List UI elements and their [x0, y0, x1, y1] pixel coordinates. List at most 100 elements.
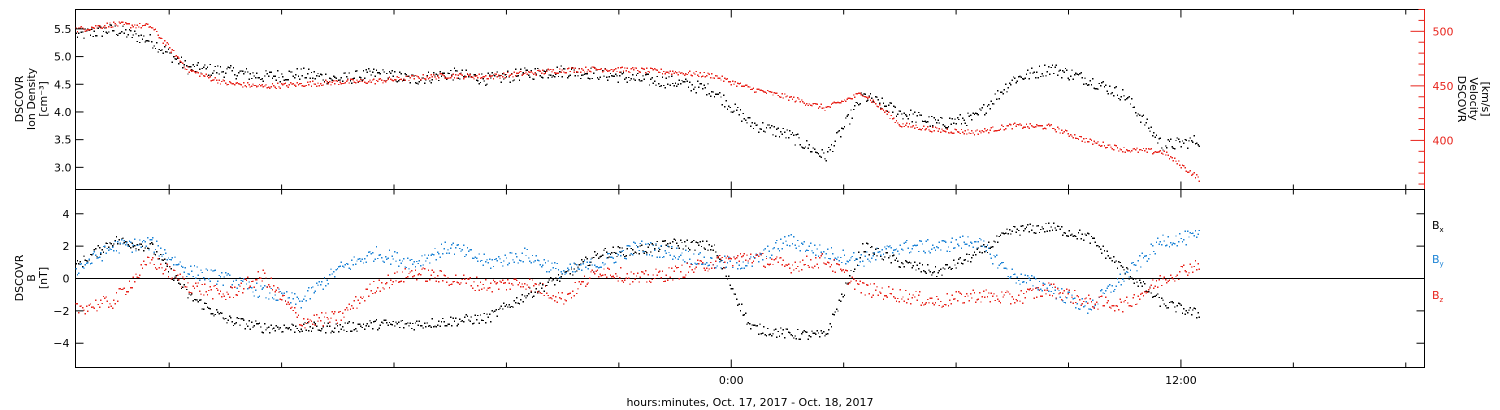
density-point: [427, 71, 430, 73]
density-point: [280, 73, 283, 75]
bx-point: [318, 329, 320, 331]
density-point: [834, 140, 837, 142]
bx-point: [915, 269, 917, 271]
density-point: [369, 70, 371, 72]
velocity-point: [934, 126, 937, 128]
velocity-point: [984, 127, 986, 130]
density-point: [639, 80, 642, 82]
bz-point: [605, 276, 608, 278]
density-point: [767, 124, 769, 126]
bx-point: [152, 243, 154, 245]
velocity-point: [929, 130, 931, 132]
by-point: [449, 247, 452, 249]
density-point: [715, 93, 717, 96]
velocity-point: [967, 129, 969, 131]
bx-point: [223, 318, 226, 320]
bz-point: [590, 271, 592, 273]
density-point: [439, 70, 441, 73]
by-point: [162, 253, 164, 256]
bx-point: [1012, 225, 1015, 228]
bz-point: [713, 267, 716, 269]
bx-point: [508, 304, 510, 306]
by-point: [290, 301, 292, 304]
by-point: [98, 256, 101, 258]
bx-point: [153, 253, 155, 255]
by-point: [1132, 261, 1134, 264]
velocity-point: [975, 130, 977, 132]
bx-point: [270, 324, 272, 327]
bx-point: [694, 249, 696, 252]
by-point: [1060, 288, 1063, 290]
by-point: [1073, 297, 1076, 299]
bz-point: [1071, 296, 1073, 298]
by-point: [1097, 303, 1099, 305]
bx-point: [1054, 227, 1056, 229]
bx-point: [605, 251, 608, 253]
bz-point: [660, 277, 662, 279]
bx-point: [434, 325, 436, 327]
velocity-point: [387, 78, 389, 80]
by-point: [782, 242, 785, 244]
bz-point: [1042, 284, 1045, 286]
bz-point: [990, 292, 993, 294]
by-point: [235, 279, 237, 281]
density-point: [501, 72, 504, 75]
by-point: [481, 259, 483, 262]
bz-point: [566, 293, 569, 295]
bz-point: [228, 296, 231, 298]
velocity-point: [162, 42, 164, 44]
density-point: [722, 94, 725, 97]
bz-point: [293, 307, 296, 309]
density-point: [131, 36, 133, 39]
density-point: [626, 81, 629, 83]
density-point: [352, 77, 354, 80]
velocity-point: [950, 131, 952, 133]
by-point: [945, 241, 947, 244]
density-point: [1080, 71, 1082, 74]
by-point: [392, 258, 395, 260]
legend-bx: Bx: [1432, 219, 1444, 234]
velocity-point: [863, 95, 865, 98]
by-point: [319, 284, 322, 286]
density-tick-label: 5.0: [54, 51, 72, 64]
density-point: [238, 71, 240, 74]
by-point: [535, 255, 538, 257]
density-point: [1174, 147, 1176, 150]
bx-point: [1089, 242, 1091, 245]
velocity-point: [1051, 127, 1054, 130]
bx-point: [414, 322, 417, 324]
by-point: [612, 257, 614, 259]
bx-point: [603, 249, 605, 251]
bx-point: [227, 319, 229, 321]
velocity-point: [1136, 147, 1138, 149]
bz-point: [787, 263, 790, 266]
velocity-point: [895, 119, 898, 122]
density-point: [209, 63, 211, 66]
velocity-point: [1124, 151, 1126, 153]
bz-point: [377, 286, 379, 289]
bz-point: [153, 263, 155, 266]
density-point: [888, 104, 890, 106]
bz-point: [111, 307, 114, 310]
bz-point: [963, 302, 965, 304]
velocity-point: [1023, 126, 1025, 128]
velocity-point: [1150, 148, 1152, 150]
bz-point: [83, 309, 85, 311]
density-point: [700, 83, 703, 85]
bz-point: [127, 291, 129, 293]
bz-point: [626, 273, 629, 275]
by-point: [1007, 275, 1009, 278]
bx-point: [747, 322, 749, 324]
bz-point: [589, 277, 591, 279]
bz-point: [98, 306, 101, 308]
bz-point: [624, 279, 626, 282]
velocity-point: [291, 83, 293, 86]
by-point: [503, 260, 505, 262]
density-point: [1081, 76, 1084, 79]
density-point: [410, 74, 413, 76]
bz-point: [910, 303, 912, 305]
bx-point: [745, 312, 747, 315]
density-point: [706, 94, 708, 96]
bx-point: [160, 253, 162, 256]
bz-point: [890, 293, 892, 295]
